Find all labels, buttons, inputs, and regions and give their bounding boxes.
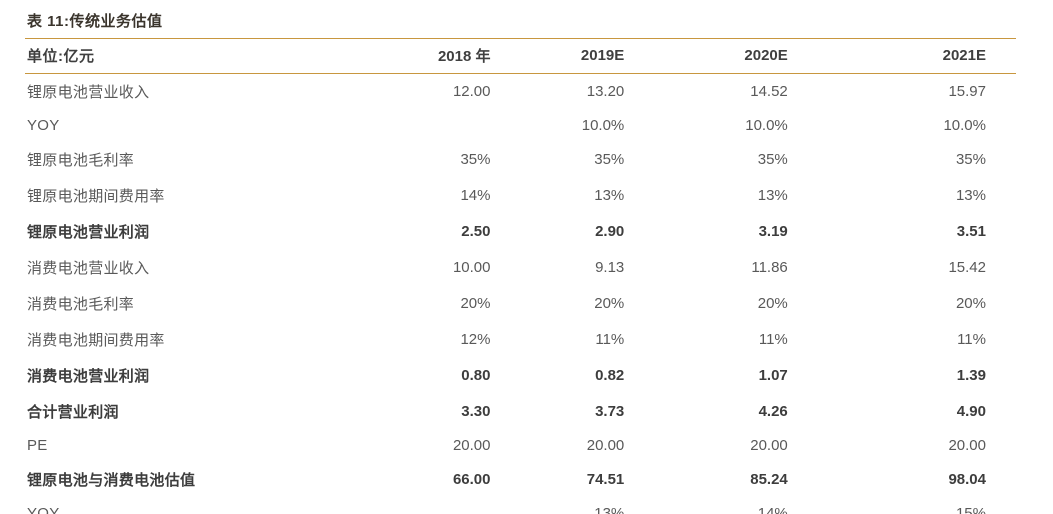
cell-value: 11.86	[751, 259, 788, 276]
cell-value: 13%	[757, 187, 788, 204]
row-label: 锂原电池营业利润	[27, 224, 150, 241]
cell-value: 15.97	[948, 83, 986, 100]
cell-value: 2.50	[461, 223, 491, 240]
cell-value: 1.39	[956, 367, 986, 384]
cell-value: 10.00	[452, 259, 491, 276]
table-row: 合计营业利润 3.30 3.73 4.26 4.90	[25, 394, 1016, 430]
valuation-table: 单位:亿元 2018 年 2019E 2020E 2021E 锂原电池营业收入 1…	[25, 38, 1016, 514]
cell-value: 35%	[955, 151, 986, 168]
row-label: PE	[27, 437, 48, 454]
row-label: 消费电池营业收入	[27, 260, 150, 277]
table-body: 锂原电池营业收入 12.00 13.20 14.52 15.97 YOY 10.0% 10.0…	[25, 74, 1016, 514]
cell-value: 12.00	[452, 83, 491, 100]
row-label: 锂原电池期间费用率	[27, 188, 165, 205]
row-label: YOY	[27, 505, 60, 514]
cell-value: 10.0%	[943, 117, 986, 134]
table-row: 锂原电池期间费用率 14% 13% 13% 13%	[25, 178, 1016, 214]
cell-value: 2.90	[595, 223, 625, 240]
table-row: 锂原电池营业收入 12.00 13.20 14.52 15.97	[25, 74, 1016, 111]
cell-value: 15%	[955, 505, 986, 514]
row-label: 消费电池毛利率	[27, 296, 135, 313]
cell-value: 9.13	[595, 259, 625, 276]
cell-value: 85.24	[750, 471, 788, 488]
cell-value: 3.73	[595, 403, 625, 420]
row-label: 锂原电池与消费电池估值	[27, 472, 196, 489]
cell-value: 12%	[460, 331, 491, 348]
cell-value: 20%	[757, 295, 788, 312]
cell-value: 13.20	[586, 83, 625, 100]
cell-value: 35%	[460, 151, 491, 168]
table-row: 锂原电池与消费电池估值 66.00 74.51 85.24 98.04	[25, 462, 1016, 498]
cell-value: 66.00	[452, 471, 491, 488]
table-row: 消费电池营业收入 10.00 9.13 11.86 15.42	[25, 250, 1016, 286]
cell-value: 10.0%	[745, 117, 788, 134]
cell-value: 11%	[758, 331, 788, 348]
table-row: YOY 10.0% 10.0% 10.0%	[25, 110, 1016, 142]
cell-value: 3.30	[461, 403, 491, 420]
cell-value: 20.00	[750, 437, 788, 454]
cell-value: 20.00	[948, 437, 986, 454]
table-row: PE 20.00 20.00 20.00 20.00	[25, 430, 1016, 462]
cell-value: 35%	[594, 151, 625, 168]
row-label: 锂原电池毛利率	[27, 152, 135, 169]
cell-value: 3.19	[758, 223, 788, 240]
row-label: 消费电池期间费用率	[27, 332, 165, 349]
column-header-2019e: 2019E	[580, 47, 625, 64]
cell-value: 20%	[460, 295, 491, 312]
cell-value: 4.26	[758, 403, 788, 420]
table-row: YOY 13% 14% 15%	[25, 498, 1016, 514]
cell-value: 20%	[955, 295, 986, 312]
table-row: 锂原电池营业利润 2.50 2.90 3.19 3.51	[25, 214, 1016, 250]
cell-value: 0.82	[595, 367, 625, 384]
cell-value: 10.0%	[581, 117, 625, 134]
cell-value: 3.51	[956, 223, 986, 240]
row-label: YOY	[27, 117, 60, 134]
table-row: 消费电池毛利率 20% 20% 20% 20%	[25, 286, 1016, 322]
cell-value: 11%	[957, 331, 986, 348]
column-header-2020e: 2020E	[744, 47, 788, 64]
column-header-2021e: 2021E	[942, 47, 986, 64]
cell-value: 20%	[594, 295, 625, 312]
cell-value	[392, 498, 521, 514]
cell-value	[392, 110, 521, 142]
cell-value: 74.51	[586, 471, 625, 488]
cell-value: 20.00	[586, 437, 625, 454]
cell-value: 4.90	[956, 403, 986, 420]
row-label: 合计营业利润	[27, 404, 119, 421]
cell-value: 13%	[594, 187, 625, 204]
column-header-2018: 2018 年	[437, 48, 491, 65]
cell-value: 20.00	[452, 437, 491, 454]
cell-value: 14%	[757, 505, 788, 514]
cell-value: 11%	[595, 331, 625, 348]
cell-value: 98.04	[948, 471, 986, 488]
cell-value: 14%	[460, 187, 491, 204]
cell-value: 0.80	[461, 367, 491, 384]
cell-value: 1.07	[758, 367, 788, 384]
cell-value: 13%	[594, 505, 625, 514]
table-row: 消费电池营业利润 0.80 0.82 1.07 1.39	[25, 358, 1016, 394]
cell-value: 14.52	[750, 83, 788, 100]
table-title: 表 11:传统业务估值	[27, 13, 163, 30]
unit-label: 单位:亿元	[27, 48, 95, 65]
row-label: 锂原电池营业收入	[27, 84, 150, 101]
table-header-row: 单位:亿元 2018 年 2019E 2020E 2021E	[25, 39, 1016, 74]
cell-value: 15.42	[948, 259, 986, 276]
cell-value: 13%	[955, 187, 986, 204]
cell-value: 35%	[757, 151, 788, 168]
table-row: 锂原电池毛利率 35% 35% 35% 35%	[25, 142, 1016, 178]
row-label: 消费电池营业利润	[27, 368, 150, 385]
table-row: 消费电池期间费用率 12% 11% 11% 11%	[25, 322, 1016, 358]
